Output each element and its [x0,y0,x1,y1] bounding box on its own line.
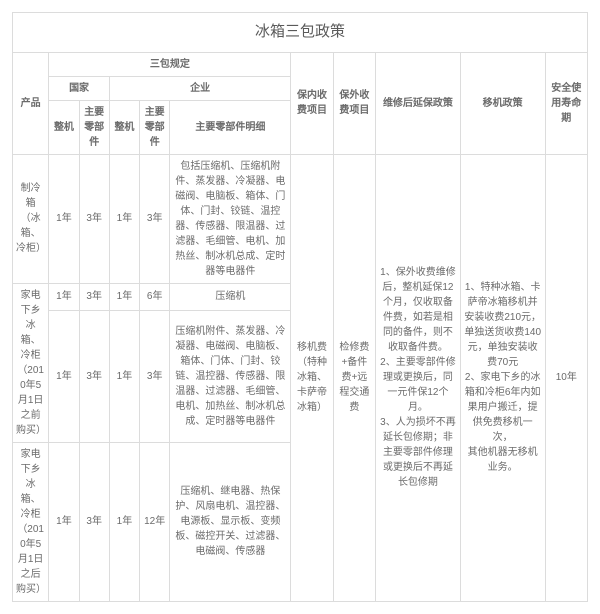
hdr-product: 产品 [13,52,49,154]
hdr-nat-whole: 整机 [49,100,79,154]
cell-ent-whole: 1年 [109,154,139,283]
cell-extpolicy: 1、保外收费维修后，整机延保12个月，仅收取备件费，如若是相同的备件，则不收取备… [376,154,461,601]
hdr-outfee: 保外收费项目 [333,52,375,154]
cell-detail: 压缩机、继电器、热保护、风扇电机、温控器、电源板、显示板、变频板、磁控开关、过滤… [170,442,291,601]
cell-movepolicy: 1、特种冰箱、卡萨帝冰箱移机并安装收费210元，单独送货收费140元，单独安装收… [460,154,545,601]
hdr-infee: 保内收费项目 [291,52,333,154]
cell-ent-whole: 1年 [109,283,139,311]
table-title: 冰箱三包政策 [13,13,588,53]
warranty-table: 冰箱三包政策 产品 三包规定 保内收费项目 保外收费项目 维修后延保政策 移机政… [12,12,588,602]
cell-infee: 移机费（特种冰箱、卡萨帝冰箱） [291,154,333,601]
cell-nat-whole: 1年 [49,442,79,601]
cell-outfee: 检修费+备件费+远程交通费 [333,154,375,601]
hdr-lifespan: 安全使用寿命期 [545,52,587,154]
cell-nat-part: 3年 [79,311,109,442]
cell-nat-whole: 1年 [49,283,79,311]
cell-ent-whole: 1年 [109,311,139,442]
hdr-national: 国家 [49,76,110,100]
hdr-detail: 主要零部件明细 [170,100,291,154]
cell-nat-part: 3年 [79,154,109,283]
table-row: 制冷箱（冰箱、冷柜） 1年 3年 1年 3年 包括压缩机、压缩机附件、蒸发器、冷… [13,154,588,283]
cell-nat-whole: 1年 [49,311,79,442]
hdr-sanbao: 三包规定 [49,52,291,76]
hdr-ent-whole: 整机 [109,100,139,154]
cell-detail: 压缩机 [170,283,291,311]
cell-product: 家电下乡冰箱、冷柜（2010年5月1日之前购买） [13,283,49,442]
cell-ent-part: 3年 [140,154,170,283]
hdr-ent-part: 主要零部件 [140,100,170,154]
hdr-movepolicy: 移机政策 [460,52,545,154]
hdr-nat-part: 主要零部件 [79,100,109,154]
cell-detail: 包括压缩机、压缩机附件、蒸发器、冷凝器、电磁阀、电脑板、箱体、门体、门封、铰链、… [170,154,291,283]
cell-nat-part: 3年 [79,442,109,601]
cell-product: 制冷箱（冰箱、冷柜） [13,154,49,283]
hdr-extpolicy: 维修后延保政策 [376,52,461,154]
cell-nat-whole: 1年 [49,154,79,283]
cell-ent-part: 6年 [140,283,170,311]
hdr-enterprise: 企业 [109,76,291,100]
cell-product: 家电下乡冰箱、冷柜（2010年5月1日之后购买） [13,442,49,601]
cell-nat-part: 3年 [79,283,109,311]
cell-lifespan: 10年 [545,154,587,601]
cell-ent-whole: 1年 [109,442,139,601]
cell-ent-part: 3年 [140,311,170,442]
cell-detail: 压缩机附件、蒸发器、冷凝器、电磁阀、电脑板、箱体、门体、门封、铰链、温控器、传感… [170,311,291,442]
cell-ent-part: 12年 [140,442,170,601]
